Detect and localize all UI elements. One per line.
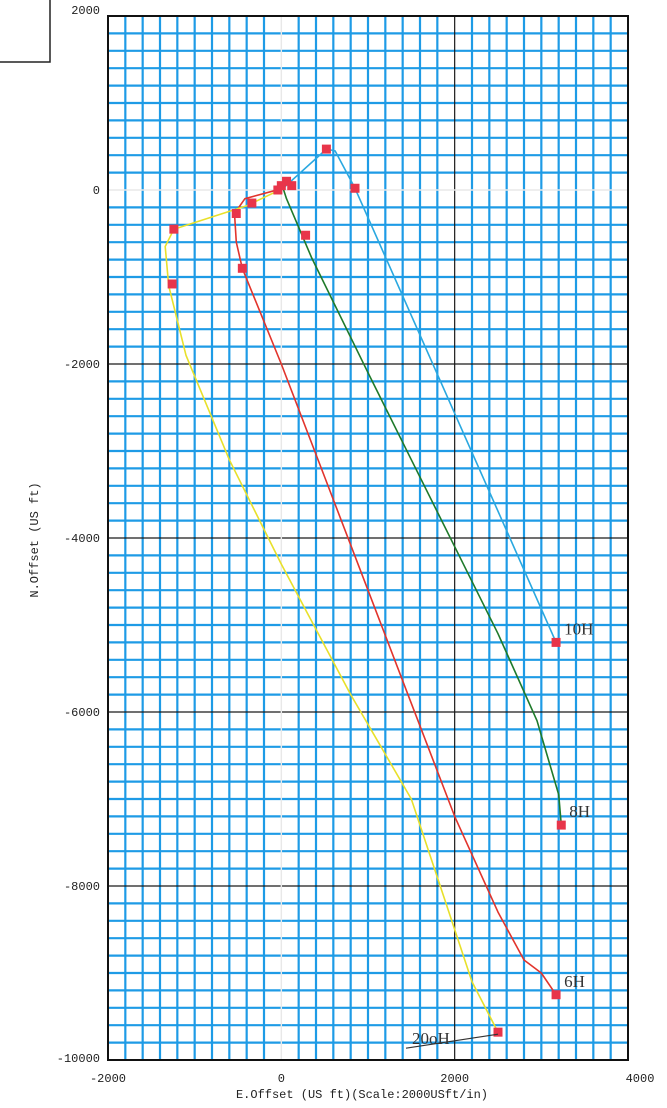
survey-marker-20H <box>169 224 179 234</box>
x-tick-label: -2000 <box>90 1072 126 1086</box>
survey-marker-8H <box>556 820 566 830</box>
surface-marker <box>247 198 257 208</box>
well-label-8H: 8H <box>569 802 590 821</box>
survey-marker-10H <box>551 637 561 647</box>
survey-marker-6H <box>237 263 247 273</box>
well-path-10H <box>282 148 557 643</box>
well-label-6H: 6H <box>564 972 585 991</box>
label-leader-20H <box>405 1033 499 1049</box>
well-label-20H: 20oH <box>412 1029 450 1048</box>
plot-frame <box>107 15 629 1061</box>
y-tick-label: -6000 <box>64 706 100 720</box>
survey-marker-6H <box>551 990 561 1000</box>
survey-marker-10H <box>350 183 360 193</box>
y-tick-label: -4000 <box>64 532 100 546</box>
x-axis-title: E.Offset (US ft)(Scale:2000USft/in) <box>236 1088 488 1102</box>
x-tick-label: 0 <box>278 1072 285 1086</box>
well-label-10H: 10H <box>564 619 593 638</box>
x-tick-label: 4000 <box>626 1072 655 1086</box>
y-tick-label: -2000 <box>64 358 100 372</box>
surface-marker <box>282 176 292 186</box>
survey-marker-8H <box>301 230 311 240</box>
axis-tick-labels: -2000 0 2000 4000 2000 0 -2000 -4000 -6000 -8000 -… <box>57 4 655 1086</box>
surface-marker <box>287 181 297 191</box>
y-tick-label: 2000 <box>71 4 100 18</box>
well-labels: 10H 8H 6H 20oH <box>405 619 593 1049</box>
survey-marker-20H <box>167 279 177 289</box>
survey-marker-6H <box>231 208 241 218</box>
survey-marker-10H <box>321 144 331 154</box>
well-path-8H <box>282 188 563 826</box>
surface-marker <box>276 181 286 191</box>
survey-marker-20H <box>493 1027 503 1037</box>
y-tick-label: 0 <box>93 184 100 198</box>
well-path-6H <box>233 187 557 996</box>
legend-box-frame <box>0 0 51 63</box>
y-tick-label: -10000 <box>57 1052 100 1066</box>
y-axis-title: N.Offset (US ft) <box>28 482 42 597</box>
y-tick-label: -8000 <box>64 880 100 894</box>
survey-markers <box>167 144 566 1037</box>
x-tick-label: 2000 <box>440 1072 469 1086</box>
